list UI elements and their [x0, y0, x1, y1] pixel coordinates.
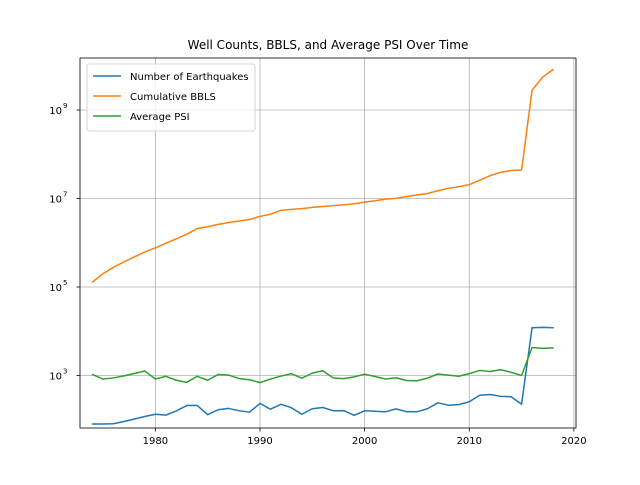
y-tick-label: 10 — [49, 371, 62, 382]
y-tick-label: 10 — [49, 283, 62, 294]
y-tick-exponent: 5 — [63, 279, 67, 287]
legend-label-average-psi: Average PSI — [130, 112, 190, 123]
legend-label-number-of-earthquakes: Number of Earthquakes — [130, 72, 249, 83]
x-tick-label: 1980 — [143, 436, 168, 447]
series-line-average-psi — [91, 346, 554, 384]
legend: Number of Earthquakes Cumulative BBLS Aver… — [86, 63, 256, 132]
y-tick-exponent: 9 — [63, 102, 67, 110]
series-line-cumulative-bbls — [91, 68, 555, 284]
x-tick-label: 2010 — [457, 436, 482, 447]
x-tick-label: 2020 — [561, 436, 586, 447]
plot-area-frame — [79, 57, 577, 429]
x-tick-label: 2000 — [352, 436, 377, 447]
chart-title: Well Counts, BBLS, and Average PSI Over … — [188, 38, 469, 52]
y-tick-label: 10 — [49, 106, 62, 117]
legend-box — [86, 63, 256, 132]
y-tick-label: 10 — [49, 195, 62, 206]
series-line-number-of-earthquakes — [91, 326, 554, 425]
y-tick-exponent: 7 — [63, 191, 67, 199]
x-tick-label: 1990 — [247, 436, 272, 447]
legend-label-cumulative-bbls: Cumulative BBLS — [130, 92, 216, 103]
y-tick-exponent: 3 — [63, 367, 67, 375]
